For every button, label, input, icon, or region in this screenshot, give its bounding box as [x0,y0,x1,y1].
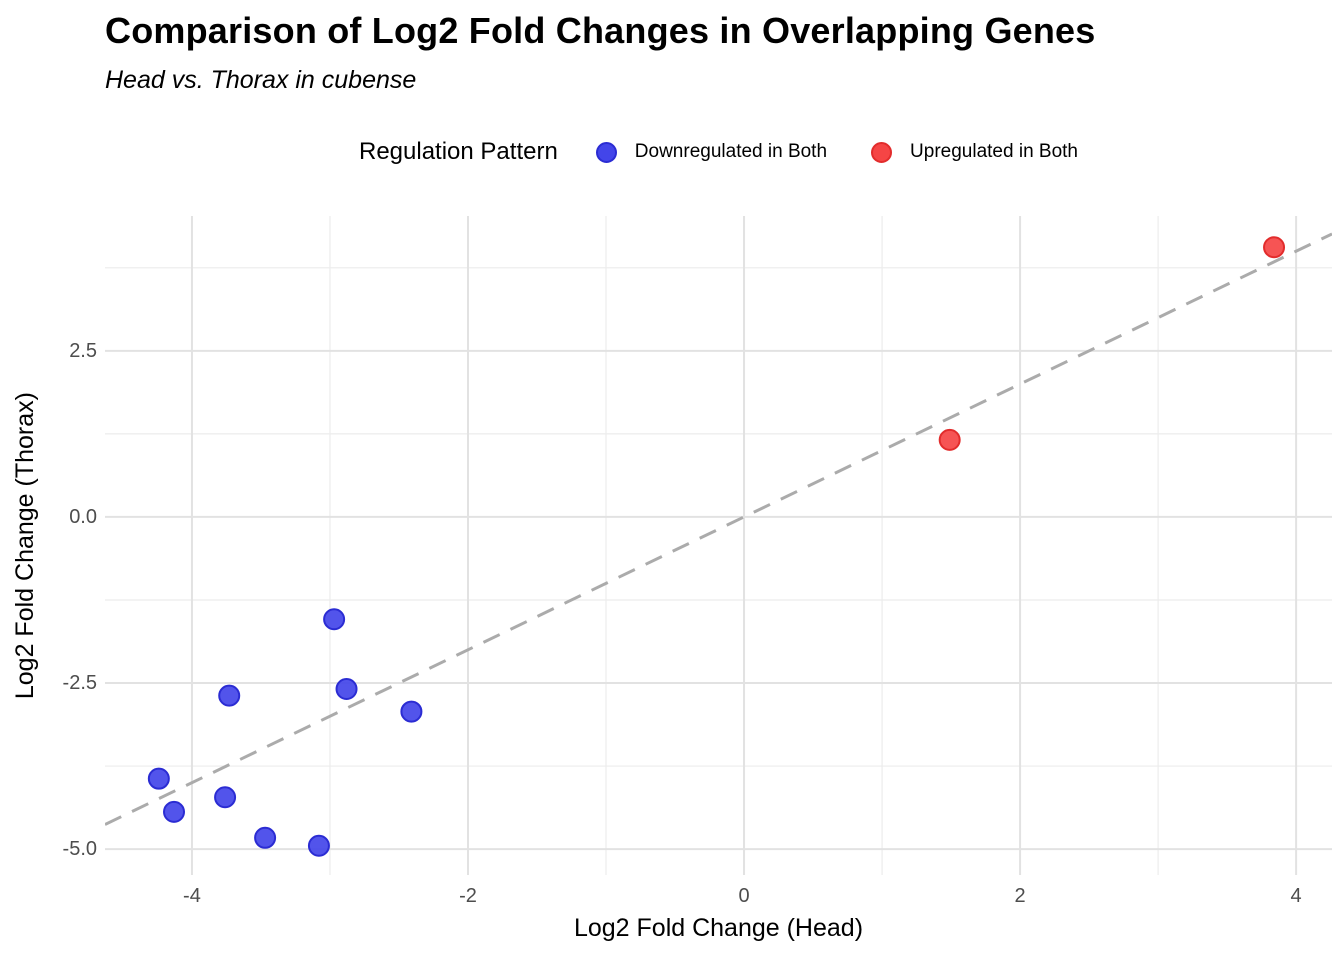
legend-title: Regulation Pattern [359,138,558,165]
x-tick-label: -2 [459,885,477,907]
x-tick-label: 4 [1290,885,1302,907]
data-point [214,786,237,809]
data-point [147,767,170,790]
x-axis-tick-labels: -4 -2 0 2 4 [105,884,1332,910]
data-point [938,428,961,451]
data-point [323,608,346,631]
x-axis-title: Log2 Fold Change (Head) [573,914,864,942]
y-tick-label: -2.5 [62,672,97,694]
legend: Regulation Pattern Downregulated in Both… [105,132,1332,172]
legend-item-label: Downregulated in Both [634,141,828,162]
x-tick-label: -4 [183,885,201,907]
scatter-plot-canvas [104,216,1333,875]
legend-dot-icon [871,141,893,163]
data-point [254,826,277,849]
data-point [400,700,423,723]
legend-item-label: Upregulated in Both [910,141,1078,162]
legend-item: Upregulated in Both [871,141,1078,163]
data-point [1263,236,1286,259]
data-point [218,684,241,707]
chart-subtitle: Head vs. Thorax in cubense [105,66,417,94]
y-tick-label: -5.0 [62,838,97,861]
y-tick-label: 0.0 [69,505,97,528]
data-point [335,677,358,700]
data-point [163,800,186,823]
x-tick-label: 2 [1014,885,1026,907]
y-tick-label: 2.5 [69,339,97,362]
legend-items: Downregulated in Both Upregulated in Both [595,141,1078,163]
identity-reference-line [104,232,1333,826]
legend-dot-icon [595,141,617,163]
plot-panel [104,216,1333,880]
data-point [307,834,330,857]
chart-title: Comparison of Log2 Fold Changes in Overl… [105,10,1096,51]
legend-item: Downregulated in Both [595,141,828,163]
x-tick-label: 0 [738,885,750,907]
y-axis-tick-labels: 2.5 0.0 -2.5 -5.0 [0,216,97,875]
